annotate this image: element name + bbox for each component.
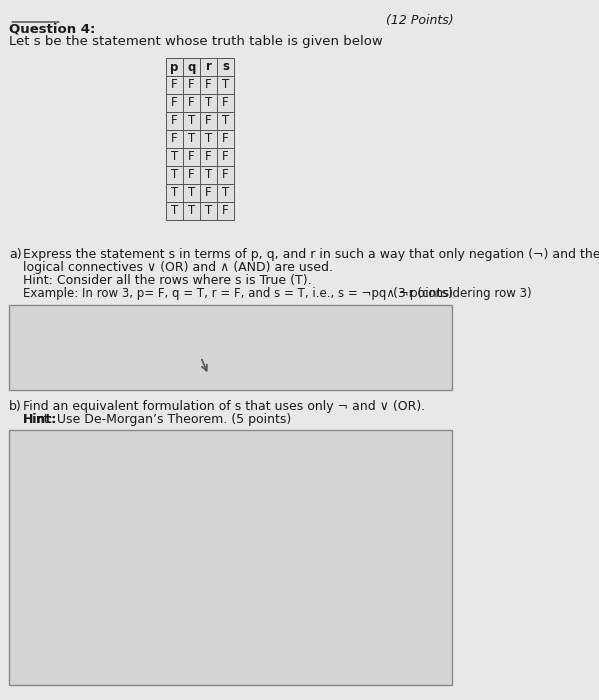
- Bar: [183, 166, 200, 184]
- Bar: [217, 184, 234, 202]
- Text: F: F: [205, 186, 212, 200]
- Bar: [166, 166, 183, 184]
- Text: T: T: [171, 169, 178, 181]
- Text: r: r: [205, 60, 211, 74]
- Bar: [200, 94, 217, 112]
- Text: F: F: [222, 204, 229, 218]
- Bar: [200, 112, 217, 130]
- Text: Hint: Use De-Morgan’s Theorem. (5 points): Hint: Use De-Morgan’s Theorem. (5 points…: [23, 413, 291, 426]
- Text: (12 Points): (12 Points): [386, 14, 453, 27]
- Text: T: T: [205, 97, 212, 109]
- Text: F: F: [205, 150, 212, 164]
- Text: F: F: [171, 97, 178, 109]
- Text: a): a): [9, 248, 22, 261]
- Text: T: T: [222, 186, 229, 200]
- Text: Hint:: Hint:: [23, 413, 58, 426]
- Text: T: T: [171, 150, 178, 164]
- Bar: [217, 202, 234, 220]
- Bar: [217, 58, 234, 76]
- Text: T: T: [188, 132, 195, 146]
- Text: T: T: [171, 204, 178, 218]
- Text: T: T: [205, 204, 212, 218]
- Text: F: F: [188, 97, 195, 109]
- Text: T: T: [205, 169, 212, 181]
- Bar: [166, 76, 183, 94]
- Bar: [200, 166, 217, 184]
- Bar: [9, 305, 452, 390]
- Text: s: s: [222, 60, 229, 74]
- Bar: [217, 166, 234, 184]
- Text: Express the statement s in terms of p, q, and r in such a way that only negation: Express the statement s in terms of p, q…: [23, 248, 599, 261]
- Bar: [183, 58, 200, 76]
- Bar: [217, 130, 234, 148]
- Bar: [9, 430, 452, 685]
- Text: p: p: [170, 60, 179, 74]
- Bar: [166, 94, 183, 112]
- Text: T: T: [205, 132, 212, 146]
- Text: F: F: [205, 115, 212, 127]
- Bar: [217, 112, 234, 130]
- Text: b): b): [9, 400, 22, 413]
- Text: T: T: [222, 115, 229, 127]
- Bar: [217, 94, 234, 112]
- Bar: [183, 148, 200, 166]
- Bar: [166, 130, 183, 148]
- Text: F: F: [171, 115, 178, 127]
- Bar: [200, 130, 217, 148]
- Text: (3 points): (3 points): [394, 287, 453, 300]
- Bar: [166, 58, 183, 76]
- Bar: [183, 184, 200, 202]
- Text: F: F: [222, 169, 229, 181]
- Text: Example: In row 3, p= F, q = T, r = F, and s = T, i.e., s = ¬pq∧ ¬r (considering: Example: In row 3, p= F, q = T, r = F, a…: [23, 287, 532, 300]
- Text: F: F: [188, 78, 195, 92]
- Text: T: T: [188, 186, 195, 200]
- Text: T: T: [222, 78, 229, 92]
- Text: Question 4:: Question 4:: [9, 22, 96, 35]
- Text: F: F: [222, 150, 229, 164]
- Text: T: T: [188, 204, 195, 218]
- Bar: [166, 112, 183, 130]
- Bar: [166, 202, 183, 220]
- Bar: [200, 148, 217, 166]
- Bar: [200, 184, 217, 202]
- Bar: [183, 130, 200, 148]
- Text: logical connectives ∨ (OR) and ∧ (AND) are used.: logical connectives ∨ (OR) and ∧ (AND) a…: [23, 261, 333, 274]
- Bar: [217, 76, 234, 94]
- Text: F: F: [171, 132, 178, 146]
- Text: F: F: [171, 78, 178, 92]
- Bar: [217, 148, 234, 166]
- Bar: [183, 202, 200, 220]
- Bar: [200, 202, 217, 220]
- Bar: [183, 94, 200, 112]
- Text: T: T: [171, 186, 178, 200]
- Text: T: T: [188, 115, 195, 127]
- Text: Find an equivalent formulation of s that uses only ¬ and ∨ (OR).: Find an equivalent formulation of s that…: [23, 400, 425, 413]
- Text: F: F: [205, 78, 212, 92]
- Text: q: q: [187, 60, 196, 74]
- Bar: [183, 112, 200, 130]
- Text: Hint: Consider all the rows where s is True (T).: Hint: Consider all the rows where s is T…: [23, 274, 312, 287]
- Text: Let s be the statement whose truth table is given below: Let s be the statement whose truth table…: [9, 35, 383, 48]
- Text: F: F: [222, 97, 229, 109]
- Text: F: F: [188, 150, 195, 164]
- Bar: [200, 76, 217, 94]
- Bar: [166, 184, 183, 202]
- Bar: [183, 76, 200, 94]
- Bar: [166, 148, 183, 166]
- Text: F: F: [188, 169, 195, 181]
- Bar: [200, 58, 217, 76]
- Text: F: F: [222, 132, 229, 146]
